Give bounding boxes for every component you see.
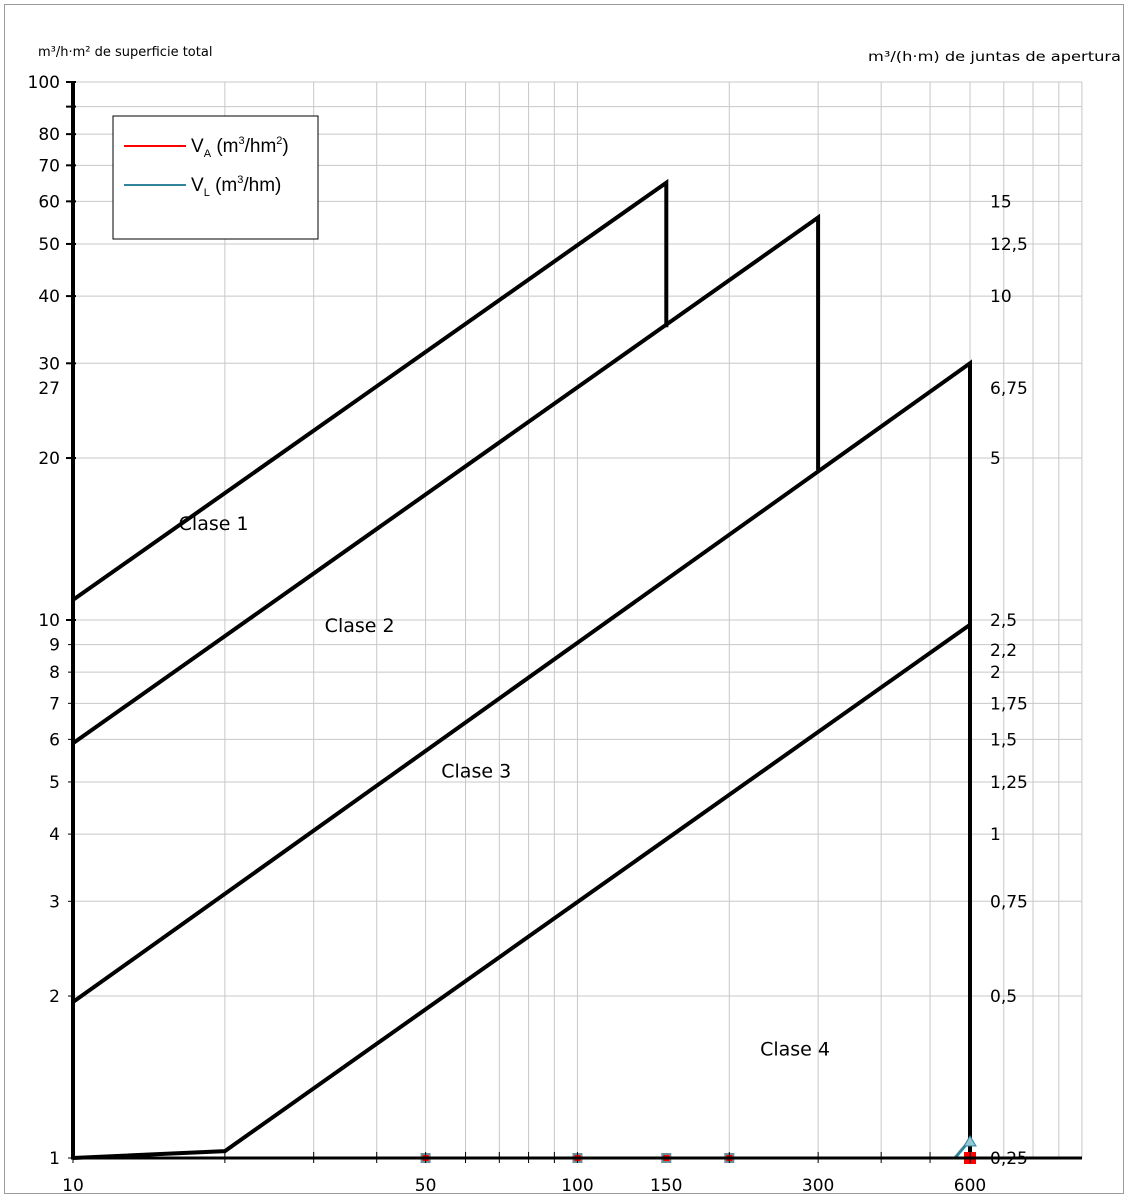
legend-label-vl: VL (m3/hm) xyxy=(191,174,281,199)
y-right-tick-label: 2,5 xyxy=(990,611,1017,631)
region-label: Clase 2 xyxy=(325,615,395,637)
x-tick-label: 50 xyxy=(415,1176,437,1196)
x-tick-label: 150 xyxy=(650,1176,682,1196)
region-label: Clase 4 xyxy=(760,1039,830,1061)
y-left-tick-label: 3 xyxy=(49,892,60,912)
y-left-tick-label: 20 xyxy=(38,449,60,469)
y-right-tick-label: 0,5 xyxy=(990,987,1017,1007)
y-right-tick-label: 0,25 xyxy=(990,1149,1028,1169)
y-right-tick-label: 1 xyxy=(990,825,1001,845)
legend: VA (m3/hm2) VL (m3/hm) xyxy=(112,115,319,240)
region-label: Clase 3 xyxy=(441,760,511,782)
tick-labels: 1 2 3 4 5 6 7 8 9 10 20 27 30 40 50 60 70 80 100 0,25 0,5 0,7… xyxy=(28,73,1028,1196)
y-right-tick-label: 1,25 xyxy=(990,773,1028,793)
y-left-tick-label: 7 xyxy=(49,694,60,714)
y-left-tick-label: 50 xyxy=(38,235,60,255)
y-left-tick-label: 5 xyxy=(49,773,60,793)
y-left-tick-label: 60 xyxy=(38,192,60,212)
class-boundaries xyxy=(71,178,972,1160)
y-left-tick-label: 70 xyxy=(38,156,60,176)
legend-box xyxy=(112,115,319,240)
legend-label-va: VA (m3/hm2) xyxy=(191,135,289,160)
y-right-tick-label: 0,75 xyxy=(990,892,1028,912)
x-tick-label: 10 xyxy=(62,1176,84,1196)
region-label: Clase 1 xyxy=(179,513,249,535)
y-right-tick-label: 6,75 xyxy=(990,379,1028,399)
y-right-header: m³/(h·m) de juntas de apertura xyxy=(868,50,1121,65)
y-left-header: m³/h·m² de superficie total xyxy=(38,45,212,60)
y-left-tick-label: 27 xyxy=(38,379,60,399)
data-series xyxy=(420,1135,977,1164)
class-boundary-line-2 xyxy=(71,213,821,745)
axes xyxy=(66,81,1082,1163)
x-tick-label: 100 xyxy=(561,1176,593,1196)
y-left-tick-label: 40 xyxy=(38,287,60,307)
y-left-tick-label: 4 xyxy=(49,825,60,845)
y-right-tick-label: 5 xyxy=(990,449,1001,469)
y-right-tick-label: 12,5 xyxy=(990,235,1028,255)
y-left-tick-label: 6 xyxy=(49,730,60,750)
region-labels: Clase 1 Clase 2 Clase 3 Clase 4 xyxy=(179,513,830,1061)
y-left-tick-label: 10 xyxy=(38,611,60,631)
series-marker-vl xyxy=(963,1135,977,1147)
y-left-tick-label: 9 xyxy=(49,636,60,656)
y-right-tick-label: 1,75 xyxy=(990,694,1028,714)
y-right-tick-label: 10 xyxy=(990,287,1012,307)
y-right-tick-label: 1,5 xyxy=(990,730,1017,750)
y-left-tick-label: 1 xyxy=(49,1149,60,1169)
y-right-tick-label: 2,2 xyxy=(990,641,1017,661)
class-boundary-line-3 xyxy=(71,359,972,1158)
y-left-tick-label: 30 xyxy=(38,354,60,374)
y-left-tick-label: 2 xyxy=(49,987,60,1007)
y-left-tick-label: 80 xyxy=(38,125,60,145)
y-right-tick-label: 2 xyxy=(990,663,1001,683)
y-right-tick-label: 15 xyxy=(990,192,1012,212)
series-line-vl xyxy=(425,1139,972,1160)
class-boundary-line-1 xyxy=(71,178,669,602)
y-left-tick-label: 8 xyxy=(49,663,60,683)
y-left-tick-label: 100 xyxy=(28,73,60,93)
x-tick-label: 300 xyxy=(802,1176,834,1196)
class-boundary-line-4 xyxy=(72,623,972,1160)
x-tick-label: 600 xyxy=(954,1176,986,1196)
